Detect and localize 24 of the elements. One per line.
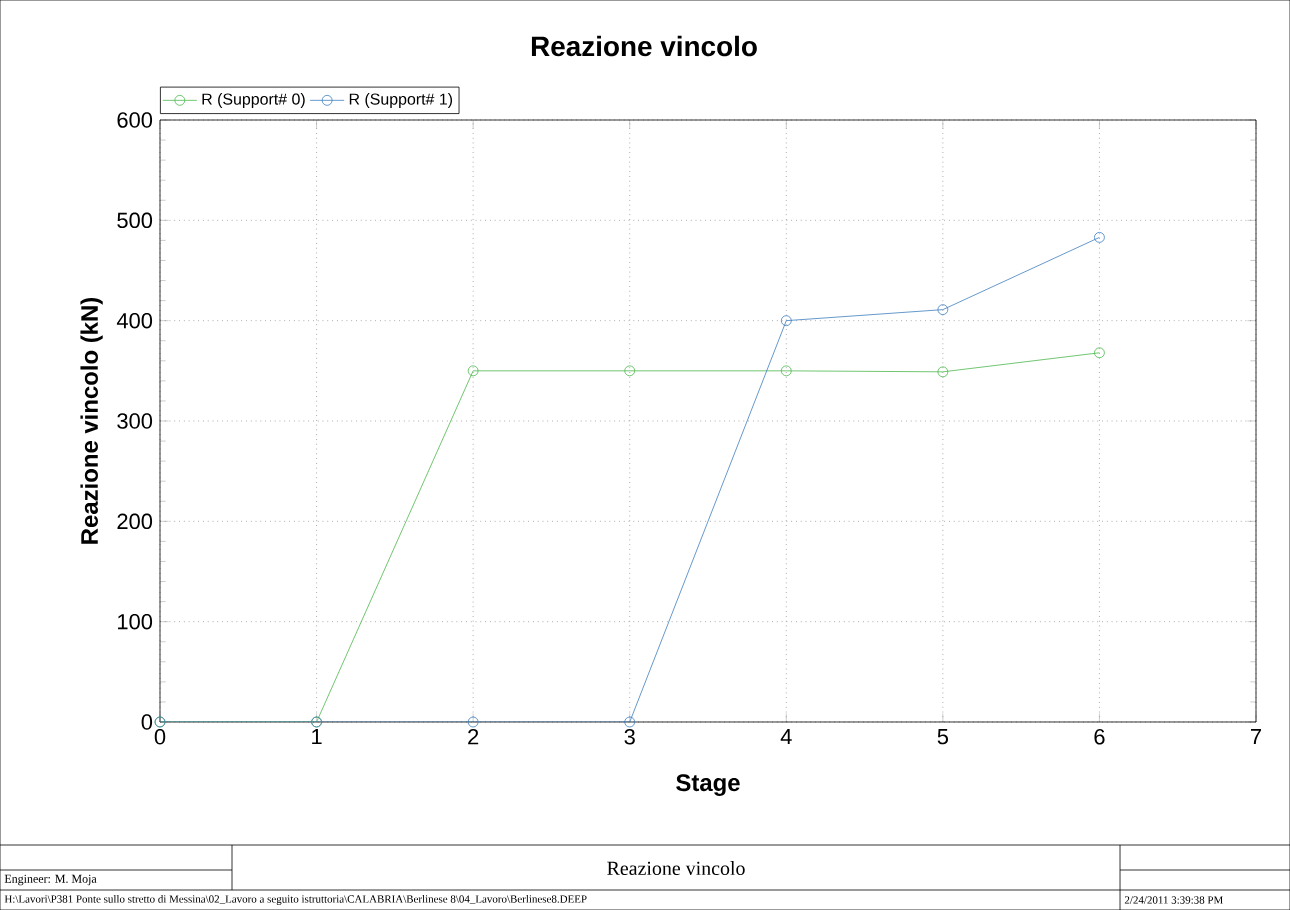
text: Engineer: M. Moja: [4, 874, 97, 886]
text: Reazione vincolo: [607, 860, 745, 875]
x-tick-label: 5: [937, 729, 949, 745]
y-tick-label: 100: [118, 613, 153, 630]
x-tick-label: 1: [312, 729, 322, 745]
x-tick-label: 2: [468, 729, 479, 745]
text: 2/24/2011 3:39:38 PM: [1124, 896, 1223, 904]
y-tick-label: 0: [141, 714, 153, 730]
x-tick-label: 6: [1094, 729, 1105, 745]
legend-label: R (Support# 1): [349, 93, 453, 108]
y-axis-title: Reazione vincolo (kN): [80, 297, 103, 544]
y-tick-label: 200: [117, 513, 153, 530]
text: H:\Lavori\P381 Ponte sullo stretto di Messina\02_Lavoro a seguito istruttoria\CALABRIA\Berlinese 8\04_Lavoro\Berlinese8.DEEP: [4, 894, 587, 905]
chart-title: Reazione vincolo: [531, 35, 757, 57]
x-tick-label: 4: [780, 729, 792, 745]
x-axis-title: Stage: [676, 774, 740, 796]
y-tick-label: 500: [117, 212, 153, 229]
legend-label: R (Support# 0): [202, 93, 305, 108]
y-tick-label: 300: [117, 413, 153, 429]
x-tick-label: 3: [624, 729, 635, 745]
y-tick-label: 400: [116, 312, 153, 329]
y-tick-label: 600: [117, 112, 153, 128]
x-tick-label: 7: [1251, 729, 1261, 745]
x-tick-label: 0: [154, 729, 166, 745]
